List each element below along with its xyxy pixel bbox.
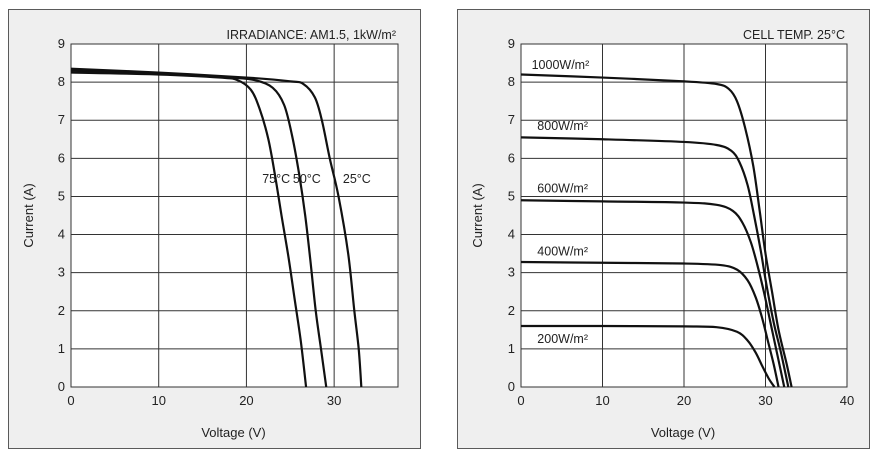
chart-panel-temperature: 0 1 2 3 4 5 6 7 8 9 0 10 20 30 Voltage (V) Current (A) I…	[8, 9, 421, 449]
y-tick-label: 5	[58, 188, 65, 203]
series-label: 200W/m²	[537, 332, 588, 346]
x-tick-label: 30	[758, 393, 772, 408]
y-tick-label: 0	[58, 379, 65, 394]
y-tick-label: 1	[508, 341, 515, 356]
y-tick-label: 0	[508, 379, 515, 394]
y-tick-label: 4	[508, 227, 515, 242]
y-tick-label: 2	[508, 303, 515, 318]
y-tick-label: 1	[58, 341, 65, 356]
series-label: 50°C	[293, 172, 321, 186]
y-tick-label: 4	[58, 227, 65, 242]
chart-temperature: 0 1 2 3 4 5 6 7 8 9 0 10 20 30 Voltage (V) Current (A) I…	[9, 10, 422, 450]
y-tick-label: 5	[508, 188, 515, 203]
series-label: 25°C	[343, 172, 371, 186]
y-axis-label: Current (A)	[470, 183, 485, 247]
x-axis-label: Voltage (V)	[651, 425, 715, 440]
series-label: 800W/m²	[537, 119, 588, 133]
y-tick-label: 9	[58, 36, 65, 51]
x-tick-label: 10	[151, 393, 165, 408]
chart-annotation: IRRADIANCE: AM1.5, 1kW/m²	[227, 28, 396, 42]
x-tick-label: 20	[677, 393, 691, 408]
y-tick-label: 8	[508, 74, 515, 89]
chart-irradiance: 0 1 2 3 4 5 6 7 8 9 0 10 20 30 40 Voltage (V) Current (A…	[458, 10, 871, 450]
chart-annotation: CELL TEMP. 25°C	[743, 28, 845, 42]
x-tick-label: 30	[327, 393, 341, 408]
chart-panel-irradiance: 0 1 2 3 4 5 6 7 8 9 0 10 20 30 40 Voltage (V) Current (A…	[457, 9, 870, 449]
x-tick-label: 10	[595, 393, 609, 408]
series-label: 1000W/m²	[532, 58, 590, 72]
x-tick-label: 0	[67, 393, 74, 408]
y-tick-label: 3	[58, 265, 65, 280]
series-label: 400W/m²	[537, 245, 588, 259]
x-tick-label: 20	[239, 393, 253, 408]
y-tick-label: 7	[508, 112, 515, 127]
x-tick-label: 40	[840, 393, 854, 408]
y-tick-label: 6	[58, 150, 65, 165]
series-label: 75°C	[262, 172, 290, 186]
y-tick-label: 8	[58, 74, 65, 89]
x-tick-label: 0	[517, 393, 524, 408]
y-tick-label: 9	[508, 36, 515, 51]
plot-area	[71, 44, 398, 387]
y-tick-label: 3	[508, 265, 515, 280]
y-tick-label: 6	[508, 150, 515, 165]
series-label: 600W/m²	[537, 182, 588, 196]
y-tick-label: 7	[58, 112, 65, 127]
y-tick-label: 2	[58, 303, 65, 318]
x-axis-label: Voltage (V)	[201, 425, 265, 440]
y-axis-label: Current (A)	[21, 183, 36, 247]
